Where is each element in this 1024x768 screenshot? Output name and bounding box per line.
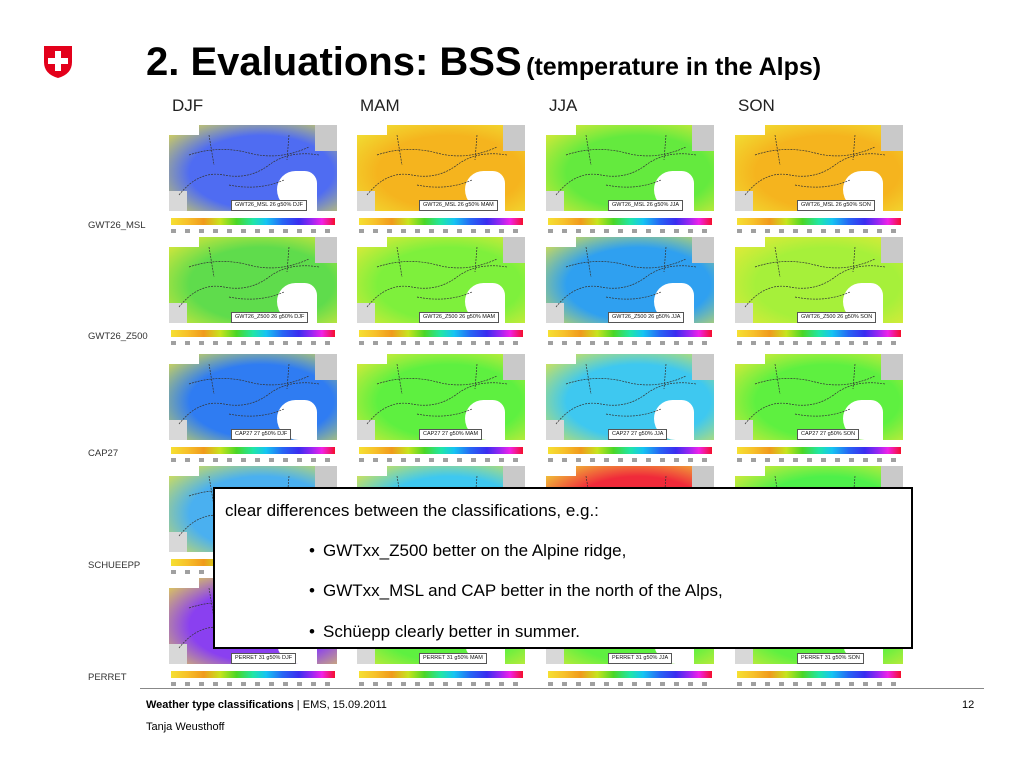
map-field — [735, 237, 903, 323]
swiss-cross-shield-icon — [44, 46, 72, 78]
season-label-djf: DJF — [172, 96, 204, 115]
title-subtitle: (temperature in the Alps) — [526, 53, 822, 81]
map-panel-gwt26-msl-son: GWT26_MSL 26 g50% SON — [735, 125, 903, 237]
map-panel-gwt26-msl-mam: GWT26_MSL 26 g50% MAM — [357, 125, 525, 237]
map-field — [357, 237, 525, 323]
panel-tag: GWT26_Z500 26 g50% JJA — [608, 312, 685, 323]
colorbar — [171, 447, 335, 454]
footer-divider — [140, 688, 984, 689]
map-field — [169, 125, 337, 211]
panel-tag: CAP27 27 g50% DJF — [231, 429, 292, 440]
map-panel-gwt26-msl-jja: GWT26_MSL 26 g50% JJA — [546, 125, 714, 237]
panel-tag: CAP27 27 g50% MAM — [419, 429, 483, 440]
row-label-perret: PERRET — [88, 672, 127, 683]
colorbar — [737, 447, 901, 454]
panel-tag: GWT26_MSL 26 g50% DJF — [231, 200, 307, 211]
colorbar-ticks — [171, 682, 335, 686]
colorbar — [359, 671, 523, 678]
colorbar — [171, 218, 335, 225]
page-title: 2. Evaluations: BSS (temperature in the … — [146, 40, 821, 85]
map-field — [735, 354, 903, 440]
map-panel-gwt26-z500-jja: GWT26_Z500 26 g50% JJA — [546, 237, 714, 349]
page-number: 12 — [962, 699, 975, 711]
panel-tag: GWT26_Z500 26 g50% SON — [797, 312, 877, 323]
colorbar — [548, 447, 712, 454]
footer-title: Weather type classifications — [146, 699, 294, 711]
colorbar-ticks — [359, 341, 523, 345]
colorbar — [359, 330, 523, 337]
colorbar-ticks — [171, 458, 335, 462]
callout-bullet: • GWTxx_MSL and CAP better in the north o… — [309, 581, 723, 600]
colorbar-ticks — [548, 682, 712, 686]
footer-text: Weather type classifications | EMS, 15.0… — [146, 699, 387, 711]
map-panel-cap27-djf: CAP27 27 g50% DJF — [169, 354, 337, 466]
row-label-gwt26-z500: GWT26_Z500 — [88, 331, 148, 342]
colorbar-ticks — [737, 458, 901, 462]
row-label-gwt26-msl: GWT26_MSL — [88, 220, 146, 231]
callout-bullet: • GWTxx_Z500 better on the Alpine ridge, — [309, 541, 627, 560]
map-field — [546, 237, 714, 323]
map-panel-cap27-mam: CAP27 27 g50% MAM — [357, 354, 525, 466]
map-panel-gwt26-z500-mam: GWT26_Z500 26 g50% MAM — [357, 237, 525, 349]
map-field — [357, 125, 525, 211]
map-field — [357, 354, 525, 440]
colorbar — [548, 671, 712, 678]
panel-tag: GWT26_Z500 26 g50% MAM — [419, 312, 500, 323]
colorbar-ticks — [548, 229, 712, 233]
map-field — [169, 237, 337, 323]
season-label-mam: MAM — [360, 96, 400, 115]
season-label-son: SON — [738, 96, 775, 115]
colorbar-ticks — [548, 458, 712, 462]
callout-bullet: • Schüepp clearly better in summer. — [309, 622, 581, 641]
footer-author: Tanja Weusthoff — [146, 721, 225, 733]
map-field — [735, 125, 903, 211]
colorbar-ticks — [359, 682, 523, 686]
colorbar — [171, 330, 335, 337]
colorbar — [737, 671, 901, 678]
colorbar-ticks — [737, 682, 901, 686]
map-panel-gwt26-z500-djf: GWT26_Z500 26 g50% DJF — [169, 237, 337, 349]
callout-intro: clear differences between the classifica… — [225, 501, 599, 520]
panel-tag: PERRET 31 g50% MAM — [419, 653, 487, 664]
map-panel-cap27-jja: CAP27 27 g50% JJA — [546, 354, 714, 466]
findings-callout: clear differences between the classifica… — [213, 487, 913, 649]
colorbar-ticks — [548, 341, 712, 345]
row-label-schueepp: SCHUEEPP — [88, 560, 141, 571]
panel-tag: GWT26_MSL 26 g50% MAM — [419, 200, 498, 211]
colorbar — [359, 447, 523, 454]
panel-tag: PERRET 31 g50% DJF — [231, 653, 297, 664]
row-label-cap27: CAP27 — [88, 448, 119, 459]
panel-tag: CAP27 27 g50% JJA — [608, 429, 668, 440]
colorbar-ticks — [737, 341, 901, 345]
map-panel-gwt26-z500-son: GWT26_Z500 26 g50% SON — [735, 237, 903, 349]
panel-tag: PERRET 31 g50% SON — [797, 653, 864, 664]
panel-tag: PERRET 31 g50% JJA — [608, 653, 673, 664]
footer-event: EMS, 15.09.2011 — [302, 699, 387, 711]
colorbar — [737, 218, 901, 225]
colorbar-ticks — [737, 229, 901, 233]
title-main: 2. Evaluations: BSS — [146, 40, 522, 84]
colorbar-ticks — [171, 341, 335, 345]
season-label-jja: JJA — [549, 96, 578, 115]
panel-tag: GWT26_MSL 26 g50% JJA — [608, 200, 684, 211]
colorbar-ticks — [359, 458, 523, 462]
map-panel-cap27-son: CAP27 27 g50% SON — [735, 354, 903, 466]
panel-tag: GWT26_MSL 26 g50% SON — [797, 200, 875, 211]
colorbar — [359, 218, 523, 225]
colorbar — [548, 330, 712, 337]
colorbar-ticks — [171, 229, 335, 233]
panel-tag: GWT26_Z500 26 g50% DJF — [231, 312, 309, 323]
colorbar — [171, 671, 335, 678]
colorbar — [548, 218, 712, 225]
map-field — [546, 354, 714, 440]
colorbar-ticks — [359, 229, 523, 233]
map-panel-gwt26-msl-djf: GWT26_MSL 26 g50% DJF — [169, 125, 337, 237]
colorbar — [737, 330, 901, 337]
map-field — [546, 125, 714, 211]
map-field — [169, 354, 337, 440]
panel-tag: CAP27 27 g50% SON — [797, 429, 860, 440]
